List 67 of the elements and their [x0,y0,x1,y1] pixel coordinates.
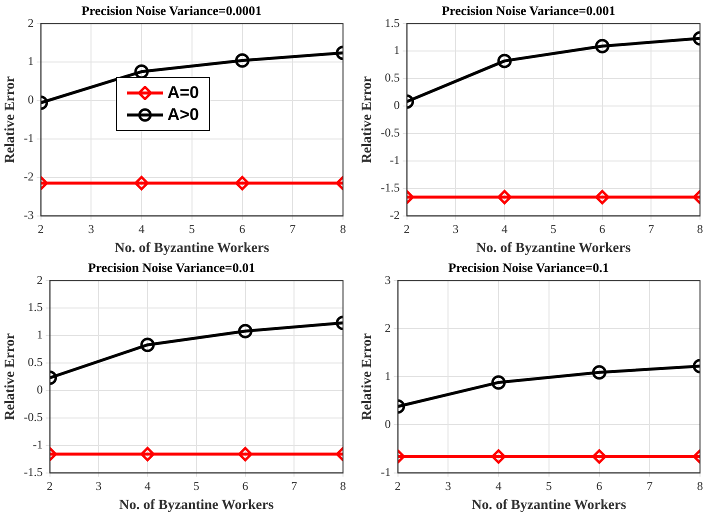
x-tick-label: 6 [239,222,246,236]
y-axis-title: Relative Error [360,76,376,164]
x-tick-label: 5 [550,222,556,236]
x-tick-label: 7 [291,479,298,494]
x-tick-label: 3 [452,222,459,236]
x-tick-label: 5 [188,222,195,236]
x-tick-label: 7 [646,479,653,494]
x-tick-label: 5 [546,479,552,494]
x-tick-label: 4 [502,222,508,236]
x-tick-label: 8 [340,222,346,236]
y-axis-title: Relative Error [360,333,376,420]
y-tick-label: -1 [390,153,400,168]
x-tick-label: 6 [599,222,606,236]
x-axis-title: No. of Byzantine Workers [114,241,270,256]
chart-title: Precision Noise Variance=0.001 [442,3,616,18]
y-tick-label: 0 [36,382,43,397]
y-tick-label: -0.5 [380,126,400,140]
y-tick-label: 1.5 [384,16,400,30]
y-tick-label: -2 [390,208,400,222]
x-tick-label: 2 [46,479,53,494]
y-tick-label: -1.5 [380,180,400,194]
y-axis-title: Relative Error [3,333,18,420]
y-tick-label: 2 [36,272,43,287]
x-axis-title: No. of Byzantine Workers [119,498,274,514]
x-tick-label: 5 [193,479,200,494]
x-tick-label: 8 [340,479,346,494]
y-axis-title: Relative Error [3,76,18,164]
y-tick-label: -1 [380,464,391,479]
y-tick-label: -2 [24,170,34,184]
y-tick-label: 0 [384,416,391,431]
y-tick-label: 2 [28,16,34,30]
y-tick-label: 1 [28,54,34,68]
x-tick-label: 7 [648,222,654,236]
chart-title: Precision Noise Variance=0.01 [88,260,256,276]
y-tick-label: 1 [36,328,43,342]
y-tick-label: 0 [28,92,34,107]
y-tick-label: 0.5 [28,355,43,370]
x-tick-label: 3 [88,222,94,236]
x-tick-label: 4 [138,222,145,236]
x-tick-label: 4 [144,479,151,494]
x-tick-label: 7 [290,222,296,236]
x-tick-label: 8 [697,479,703,494]
x-tick-label: 3 [445,479,452,494]
x-tick-label: 3 [96,479,102,494]
legend-label: A=0 [167,82,200,104]
chart-title: Precision Noise Variance=0.0001 [81,3,262,18]
y-tick-label: 0.5 [384,70,400,85]
x-axis-title: No. of Byzantine Workers [476,241,632,256]
x-tick-label: 8 [697,222,703,236]
y-tick-label: 1 [394,43,400,58]
x-tick-label: 4 [496,479,502,494]
y-tick-label: -3 [24,208,34,222]
y-tick-label: 1 [384,368,391,383]
y-tick-label: -1 [32,438,43,452]
x-axis-title: No. of Byzantine Workers [472,498,627,514]
chart-title: Precision Noise Variance=0.1 [448,260,609,276]
x-tick-label: 2 [404,222,410,236]
y-tick-label: 2 [384,320,391,335]
y-tick-label: 3 [384,272,391,287]
y-tick-label: 1.5 [28,300,43,314]
legend-label: A>0 [167,104,200,126]
x-tick-label: 6 [242,479,248,494]
y-tick-label: -0.5 [24,410,43,424]
x-tick-label: 6 [596,479,602,494]
y-tick-label: -1 [24,131,34,146]
y-tick-label: -1.5 [24,464,43,479]
y-tick-label: 0 [394,98,400,112]
